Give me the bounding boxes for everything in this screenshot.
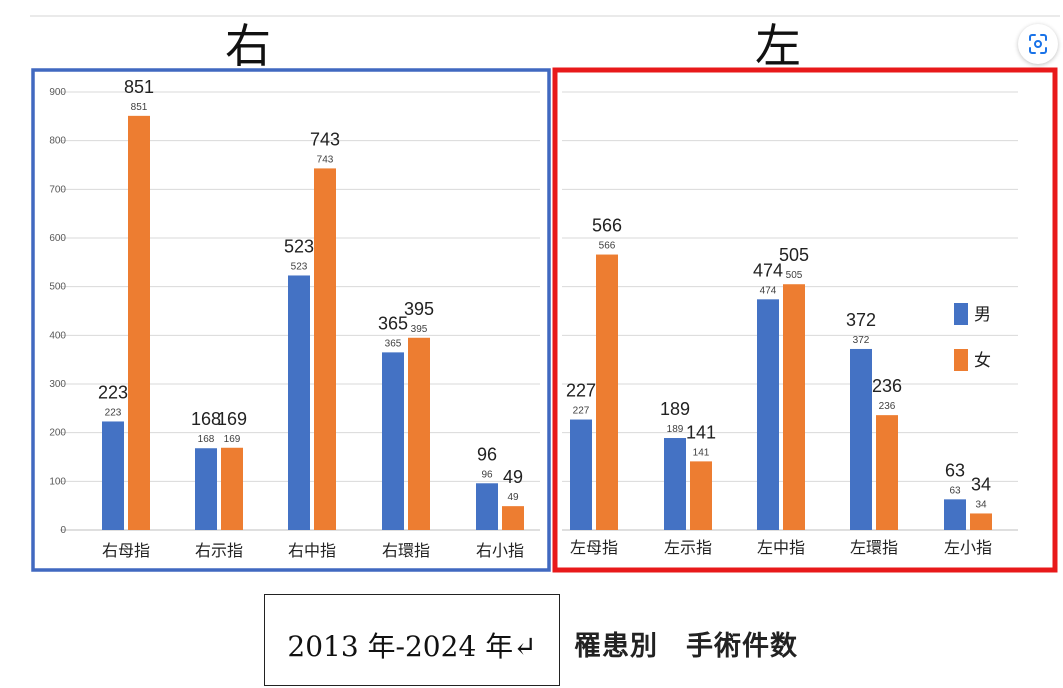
data-label-small: 223 — [105, 407, 122, 418]
panel-title: 右 — [225, 20, 271, 72]
bar-female — [408, 337, 430, 530]
bar-female — [502, 506, 524, 530]
y-tick-label: 300 — [49, 379, 66, 390]
data-label-small: 523 — [291, 261, 308, 272]
data-label: 566 — [592, 216, 622, 236]
y-tick-label: 0 — [60, 525, 66, 536]
data-label: 96 — [477, 444, 497, 464]
category-label: 左中指 — [757, 539, 805, 557]
y-tick-label: 400 — [49, 330, 66, 341]
y-tick-label: 100 — [49, 476, 66, 487]
lens-scan-button[interactable] — [1018, 24, 1058, 64]
data-label-small: 34 — [975, 499, 987, 510]
data-label: 236 — [872, 376, 902, 396]
data-label-small: 743 — [317, 154, 334, 165]
bar-male — [570, 419, 592, 530]
legend-label: 男 — [974, 305, 991, 324]
bar-female — [690, 461, 712, 530]
data-label: 227 — [566, 381, 596, 401]
left-panel-frame — [552, 67, 1058, 573]
data-label: 49 — [503, 467, 523, 487]
footer-title: 罹患別 手術件数 — [574, 631, 798, 662]
data-label: 372 — [846, 310, 876, 330]
category-label: 右示指 — [195, 542, 243, 560]
period-box: 2013 年-2024 年↵ — [264, 594, 560, 686]
category-label: 左示指 — [664, 539, 712, 557]
bar-male — [664, 438, 686, 530]
bar-male — [288, 275, 310, 530]
category-label: 左小指 — [944, 539, 992, 557]
bar-male — [757, 299, 779, 530]
legend-swatch-male — [954, 303, 968, 325]
data-label: 34 — [971, 474, 991, 494]
category-label: 左母指 — [570, 539, 618, 557]
data-label: 63 — [945, 460, 965, 480]
category-label: 右環指 — [382, 542, 430, 560]
data-label: 851 — [124, 77, 154, 97]
data-label-small: 63 — [949, 485, 961, 496]
bar-female — [221, 447, 243, 530]
data-label-small: 189 — [667, 424, 684, 435]
data-label-small: 49 — [507, 492, 519, 503]
bar-male — [476, 483, 498, 530]
y-tick-label: 900 — [49, 87, 66, 98]
bar-female — [783, 284, 805, 530]
data-label-small: 169 — [224, 434, 241, 445]
category-label: 右中指 — [288, 542, 336, 560]
bar-female — [876, 415, 898, 530]
data-label-small: 168 — [198, 434, 215, 445]
category-label: 右小指 — [476, 542, 524, 560]
bar-male — [382, 352, 404, 530]
data-label: 474 — [753, 260, 783, 280]
data-label: 168 — [191, 409, 221, 429]
data-label-small: 96 — [481, 469, 493, 480]
data-label: 395 — [404, 299, 434, 319]
category-label: 右母指 — [102, 542, 150, 560]
data-label-small: 227 — [573, 406, 590, 417]
data-label: 743 — [310, 129, 340, 149]
data-label-small: 505 — [786, 270, 803, 281]
bar-male — [102, 421, 124, 530]
data-label: 169 — [217, 409, 247, 429]
data-label-small: 851 — [131, 102, 148, 113]
bar-female — [128, 115, 150, 530]
data-label: 223 — [98, 382, 128, 402]
panel-title: 左 — [755, 20, 801, 72]
bar-male — [850, 348, 872, 530]
bar-male — [195, 448, 217, 530]
right-panel-frame — [31, 68, 551, 572]
category-label: 左環指 — [850, 539, 898, 557]
bar-male — [944, 499, 966, 530]
data-label: 365 — [378, 313, 408, 333]
data-label-small: 236 — [879, 401, 896, 412]
bar-female — [596, 254, 618, 530]
data-label-small: 141 — [693, 447, 710, 458]
legend-swatch-female — [954, 349, 968, 371]
data-label-small: 395 — [411, 324, 428, 335]
bar-female — [314, 168, 336, 530]
data-label-small: 372 — [853, 335, 870, 346]
y-tick-label: 500 — [49, 282, 66, 293]
data-label-small: 566 — [599, 241, 616, 252]
data-label-small: 365 — [385, 338, 402, 349]
period-label: 2013 年-2024 年↵ — [287, 630, 537, 663]
data-label: 141 — [686, 422, 716, 442]
data-label: 189 — [660, 399, 690, 419]
data-label: 523 — [284, 236, 314, 256]
y-tick-label: 200 — [49, 428, 66, 439]
legend-label: 女 — [974, 351, 991, 370]
y-tick-label: 800 — [49, 136, 66, 147]
y-tick-label: 600 — [49, 233, 66, 244]
lens-scan-icon — [1029, 34, 1047, 54]
y-tick-label: 700 — [49, 184, 66, 195]
data-label: 505 — [779, 245, 809, 265]
bar-female — [970, 513, 992, 530]
data-label-small: 474 — [760, 285, 777, 296]
